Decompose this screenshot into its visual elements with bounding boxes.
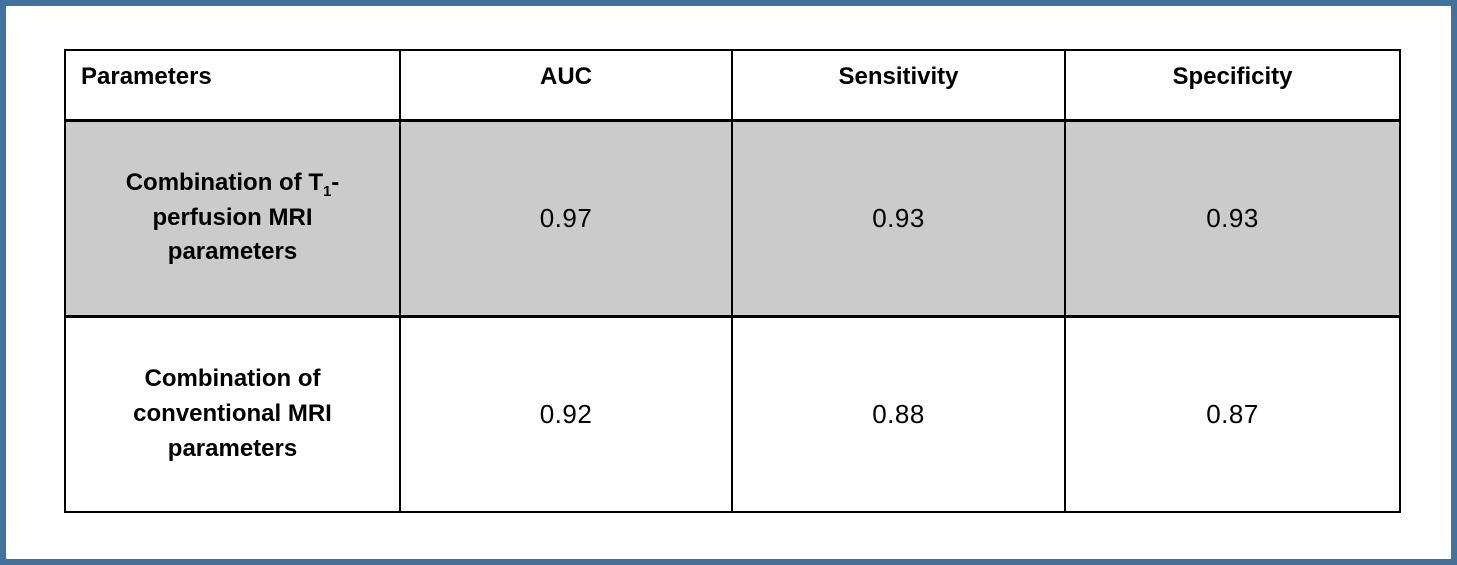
parameter-text: Combination of T	[125, 168, 323, 196]
results-table: Parameters AUC Sensitivity Specificity C…	[64, 49, 1401, 513]
sensitivity-value: 0.88	[731, 315, 1066, 513]
header-parameters: Parameters	[64, 49, 401, 122]
auc-value: 0.97	[399, 119, 733, 318]
parameter-label: Combination of T1-perfusion MRI paramete…	[108, 166, 358, 270]
header-auc: AUC	[399, 49, 733, 122]
specificity-value: 0.93	[1064, 119, 1401, 318]
parameter-text-after-subscript: -perfusion MRI parameters	[152, 168, 340, 266]
sensitivity-value: 0.93	[731, 119, 1066, 318]
specificity-value: 0.87	[1064, 315, 1401, 513]
parameter-cell: Combination of conventional MRI paramete…	[64, 315, 401, 513]
parameter-label: Combination of conventional MRI paramete…	[108, 362, 358, 466]
parameter-text: Combination of conventional MRI paramete…	[133, 365, 332, 462]
header-specificity: Specificity	[1064, 49, 1401, 122]
auc-value: 0.92	[399, 315, 733, 513]
table-row: Combination of conventional MRI paramete…	[64, 315, 1401, 513]
table-row: Combination of T1-perfusion MRI paramete…	[64, 119, 1401, 318]
header-row: Parameters AUC Sensitivity Specificity	[64, 49, 1401, 122]
header-sensitivity: Sensitivity	[731, 49, 1066, 122]
parameter-cell: Combination of T1-perfusion MRI paramete…	[64, 119, 401, 318]
parameter-subscript: 1	[323, 183, 332, 200]
